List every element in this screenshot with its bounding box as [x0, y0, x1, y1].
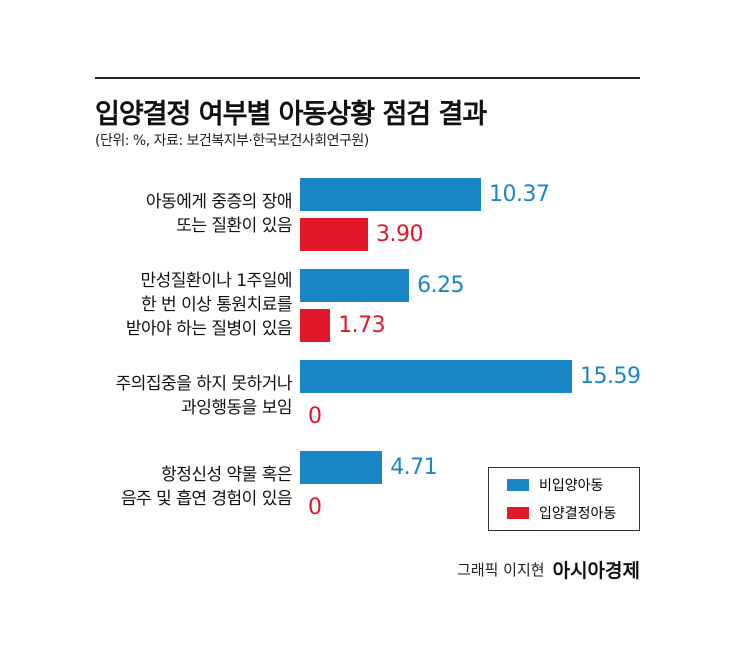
footer: 그래픽 이지현 아시아경제	[457, 556, 640, 583]
bar	[300, 218, 369, 251]
category-label: 주의집중을 하지 못하거나 과잉행동을 보임	[115, 374, 293, 418]
chart-subtitle: (단위: %, 자료: 보건복지부·한국보건사회연구원)	[95, 133, 369, 149]
legend-swatch	[507, 507, 529, 519]
value-label: 10.37	[488, 182, 550, 207]
credit: 그래픽 이지현	[457, 561, 545, 579]
top-rule	[95, 77, 640, 79]
legend-label: 비입양아동	[539, 478, 604, 494]
value-label: 15.59	[580, 364, 641, 389]
value-label: 4.71	[390, 455, 438, 480]
value-label: 3.90	[376, 222, 424, 247]
category-label: 항정신성 약물 혹은 음주 및 흡연 경험이 있음	[120, 465, 293, 509]
legend-item: 비입양아동	[489, 471, 639, 499]
category-label: 아동에게 중증의 장애 또는 질환이 있음	[145, 192, 293, 236]
chart-title: 입양결정 여부별 아동상황 점검 결과	[95, 99, 487, 130]
bar	[300, 309, 331, 342]
bar	[300, 451, 383, 484]
legend-label: 입양결정아동	[539, 506, 617, 522]
legend-item: 입양결정아동	[489, 499, 639, 527]
bar	[300, 178, 481, 211]
bar	[300, 269, 410, 302]
category-label: 만성질환이나 1주일에 한 번 이상 통원치료를 받아야 하는 질병이 있음	[125, 271, 293, 339]
publisher: 아시아경제	[552, 560, 640, 582]
value-label: 0	[308, 404, 322, 429]
value-label: 1.73	[338, 313, 386, 338]
value-label: 0	[308, 495, 322, 520]
bar	[300, 360, 573, 393]
value-label: 6.25	[417, 273, 465, 298]
legend-swatch	[507, 479, 529, 491]
